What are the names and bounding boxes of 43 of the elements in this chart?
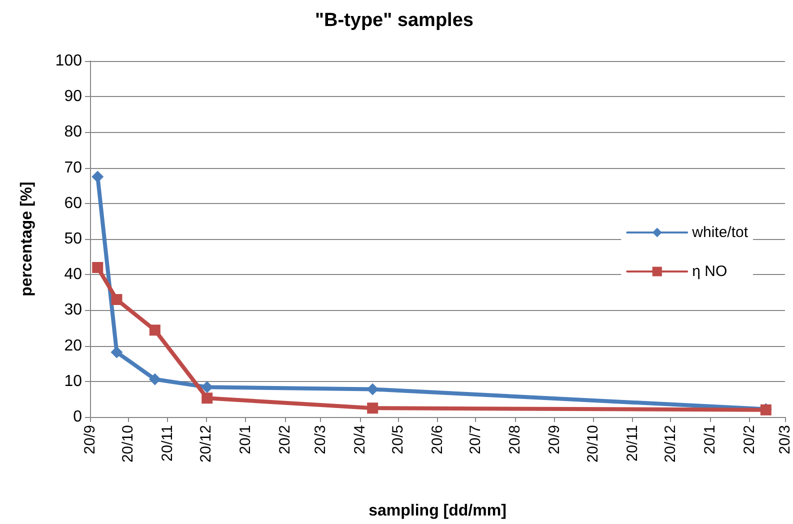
- legend-label: white/tot: [691, 224, 749, 241]
- x-tick-label: 20/9: [546, 425, 564, 454]
- x-tick-label: 20/5: [390, 425, 407, 454]
- x-tick-label: 20/6: [429, 425, 446, 454]
- point: [149, 324, 160, 336]
- y-tick-label: 10: [64, 372, 82, 390]
- x-tick-label: 20/11: [624, 425, 641, 462]
- x-tick-label: 20/2: [276, 425, 294, 454]
- point: [111, 294, 122, 306]
- x-tick-label: 20/12: [197, 425, 214, 463]
- y-tick-label: 50: [64, 230, 82, 248]
- x-tick-label: 20/3: [776, 425, 793, 454]
- y-tick-label: 30: [64, 302, 82, 319]
- point: [92, 170, 104, 183]
- y-axis-title: percentage [%]: [18, 182, 36, 296]
- chart-title: "B-type" samples: [315, 10, 474, 31]
- point: [202, 392, 213, 404]
- x-tick-label: 20/4: [351, 425, 368, 454]
- y-tick-label: 70: [64, 159, 82, 176]
- y-tick-label: 20: [64, 337, 82, 354]
- point: [110, 346, 123, 358]
- y-tick-label: 80: [64, 124, 82, 141]
- x-tick-label: 20/12: [662, 425, 679, 463]
- y-tick-label: 0: [73, 408, 82, 426]
- y-tick-label: 40: [64, 266, 82, 284]
- x-tick-label: 20/9: [82, 425, 98, 454]
- x-tick-label: 20/3: [312, 425, 329, 454]
- x-tick-label: 20/10: [120, 425, 137, 463]
- x-tick-label: 20/7: [467, 425, 484, 454]
- point: [367, 402, 378, 414]
- x-tick-label: 20/8: [506, 425, 524, 454]
- y-tick-label: 100: [55, 52, 82, 70]
- point: [92, 262, 104, 273]
- x-tick-label: 20/2: [740, 425, 758, 454]
- x-tick-label: 20/1: [236, 425, 254, 454]
- point: [148, 373, 161, 386]
- x-tick-label: 20/1: [701, 425, 718, 454]
- x-axis-title: sampling [dd/mm]: [368, 502, 506, 520]
- x-tick-label: 20/11: [159, 425, 176, 462]
- y-tick-label: 90: [64, 88, 82, 106]
- x-tick-label: 20/10: [584, 425, 602, 463]
- y-tick-label: 60: [64, 194, 82, 212]
- legend-label: η NO: [692, 263, 728, 280]
